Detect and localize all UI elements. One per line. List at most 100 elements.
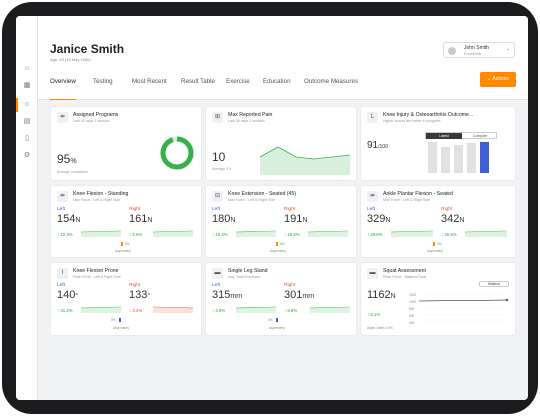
left-label: Left — [212, 207, 221, 212]
squat-icon: ▬ — [367, 268, 378, 279]
asymmetry-value: 8% — [125, 242, 130, 246]
asymmetry-value: 5% — [111, 318, 116, 322]
settings-icon[interactable]: ⚙ — [23, 152, 31, 159]
squat-number: 1162 — [367, 289, 391, 301]
actions-label: Actions — [492, 76, 509, 82]
completion-caption: Average completion — [57, 170, 88, 174]
squat-value: 1162N — [367, 289, 396, 301]
dashboard-icon[interactable]: ▦ — [23, 82, 31, 89]
actions-button[interactable]: ⌄ Actions — [480, 72, 516, 87]
tab-outcome-measures[interactable]: Outcome Measures — [304, 78, 358, 85]
latest-compare-toggle[interactable]: Latest Compare — [425, 132, 497, 139]
unit: N — [385, 217, 391, 224]
asymmetry-marker — [433, 242, 435, 246]
card-knee-extension-seated[interactable]: ⊟ Knee Extension - Seated (45) Max Force… — [206, 186, 356, 257]
pain-value: 10 — [212, 150, 226, 164]
card-title: Knee Flexion - Standing — [73, 191, 129, 197]
left-trend — [236, 306, 276, 313]
document-icon[interactable]: ▯ — [25, 135, 29, 142]
right-trend — [310, 306, 350, 313]
completion-value: 95% — [57, 152, 77, 166]
seated-test-icon: ⊟ — [212, 191, 223, 202]
card-knee-flexion-prone[interactable]: ǀ Knee Flexion Prone Peak ROM - Left & R… — [51, 263, 201, 335]
tab-result-table[interactable]: Result Table — [181, 78, 215, 85]
card-title: Ankle Plantar Flexion - Seated — [383, 191, 454, 197]
asymmetry-caption: Asymmetry — [270, 249, 286, 253]
completion-unit: % — [70, 158, 77, 165]
ankle-test-icon: ⇹ — [367, 191, 378, 202]
unit: mm — [230, 293, 243, 300]
right-label: Right — [284, 207, 296, 212]
right-number: 133 — [129, 289, 148, 301]
asymmetry-index: Asym. Index 4.9% — [367, 326, 393, 330]
koos-number: 91 — [367, 140, 379, 151]
koos-bar — [454, 145, 463, 173]
tab-education[interactable]: Education — [263, 78, 291, 85]
patients-icon[interactable]: ☺ — [23, 101, 31, 108]
left-trend — [236, 230, 276, 237]
left-change: ↑ 31.2% — [57, 308, 73, 313]
right-value: 301mm — [284, 289, 314, 301]
right-change-value: 18.5% — [287, 232, 300, 237]
toggle-compare[interactable]: Compare — [472, 134, 488, 138]
card-subtitle: Avg. Total Excursion — [228, 275, 261, 279]
left-value: 140° — [57, 289, 78, 301]
left-number: 315 — [212, 289, 231, 301]
card-title: Knee Extension - Seated (45) — [228, 191, 297, 197]
card-ankle-plantar-flexion[interactable]: ⇹ Ankle Plantar Flexion - Seated Max For… — [361, 186, 515, 257]
right-value: 191N — [284, 213, 307, 225]
asymmetry-value: 6% — [280, 242, 285, 246]
user-name: John Smith — [464, 45, 490, 51]
tab-overview[interactable]: Overview — [50, 76, 76, 100]
bilateral-badge[interactable]: Bilateral — [479, 281, 509, 287]
right-change: ↑ 18.5% — [284, 232, 300, 237]
left-trend — [81, 230, 121, 237]
right-change: ↓ 3.3% — [129, 308, 143, 313]
left-trend — [81, 306, 121, 313]
unit: N — [147, 217, 153, 224]
tab-testing[interactable]: Testing — [93, 78, 113, 85]
main-area: Janice Smith Age: 63 (19 May 1960) John … — [38, 16, 528, 400]
card-subtitle: Max Force - Left & Right Side — [228, 198, 276, 202]
y-tick: 600 — [409, 314, 415, 318]
koos-bar-selected — [480, 142, 489, 173]
completion-number: 95 — [57, 152, 71, 166]
patient-header: Janice Smith Age: 63 (19 May 1960) John … — [38, 16, 528, 100]
tab-exercise[interactable]: Exercise — [226, 78, 250, 85]
card-subtitle: Last 30 days 1 session — [73, 119, 110, 123]
koos-unit: /100 — [378, 144, 388, 150]
user-menu[interactable]: John Smith Practitioner ⌄ — [443, 42, 515, 58]
unit: mm — [302, 293, 315, 300]
completion-donut — [160, 136, 194, 170]
left-value: 329N — [367, 213, 390, 225]
right-number: 342 — [441, 213, 460, 225]
y-tick: 1200 — [409, 293, 417, 297]
right-change: ↑ 8.8% — [284, 308, 298, 313]
pain-trend-chart — [260, 146, 351, 175]
unit: N — [75, 217, 81, 224]
right-label: Right — [129, 207, 141, 212]
right-label: Right — [129, 283, 141, 288]
right-trend — [153, 230, 193, 237]
card-squat-assessment[interactable]: ▬ Squat Assessment Peak Force - Bilatera… — [361, 263, 515, 335]
right-value: 342N — [441, 213, 464, 225]
home-icon[interactable]: ⌂ — [24, 65, 30, 72]
card-knee-flexion-standing[interactable]: ⇹ Knee Flexion - Standing Max Force - Le… — [51, 186, 201, 257]
unit: N — [390, 293, 396, 300]
toggle-latest[interactable]: Latest — [426, 133, 462, 139]
card-assigned-programs[interactable]: ⇹ Assigned Programs Last 30 days 1 sessi… — [51, 107, 201, 180]
y-tick: 800 — [409, 307, 415, 311]
squat-change-value: 8.1% — [370, 312, 381, 317]
asymmetry-marker — [119, 318, 121, 322]
card-single-leg-stand[interactable]: ▬ Single Leg Stand Avg. Total Excursion … — [206, 263, 356, 335]
tab-most-recent[interactable]: Most Recent — [132, 78, 167, 85]
card-max-pain[interactable]: ⊞ Max Reported Pain Last 30 days 1 sessi… — [206, 107, 356, 180]
card-koos[interactable]: L Knee Injury & Osteoarthritis Outcome..… — [361, 107, 515, 180]
left-value: 180N — [212, 213, 235, 225]
right-label: Right — [441, 207, 453, 212]
right-number: 191 — [284, 213, 303, 225]
card-subtitle: Peak Force - Bilateral Total — [383, 275, 427, 279]
koos-bar — [467, 143, 476, 173]
left-change-value: 31.2% — [60, 308, 73, 313]
calendar-icon[interactable]: ▤ — [23, 118, 31, 125]
